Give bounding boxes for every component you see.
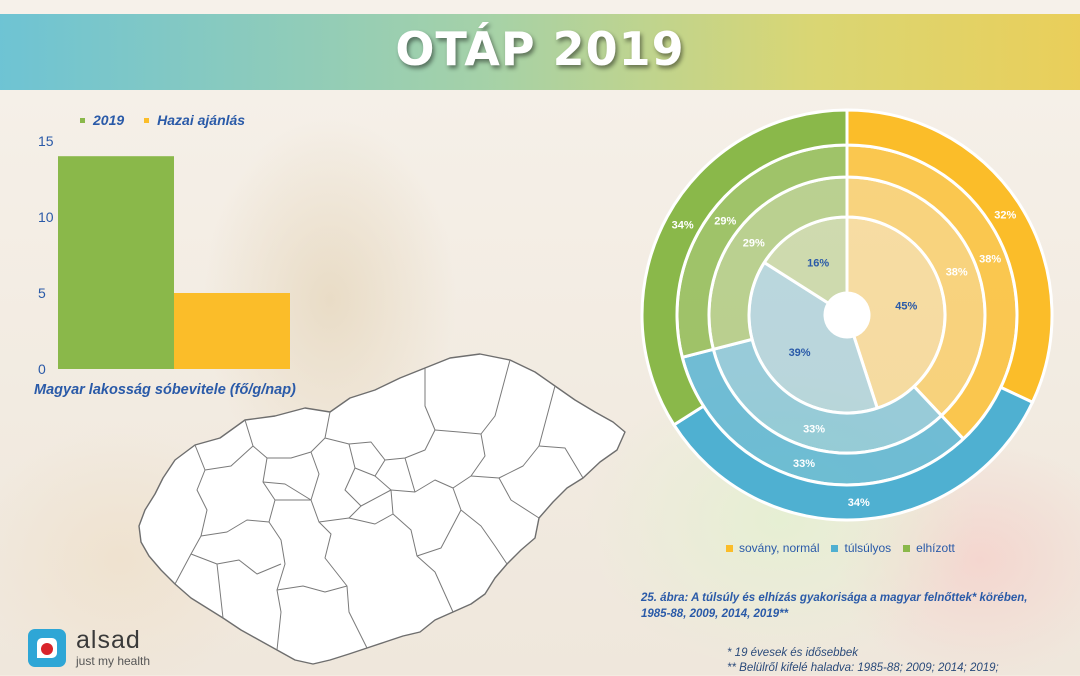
donut-label-2014-normal: 38%: [979, 253, 1001, 265]
legend-swatch-overweight: [831, 544, 839, 552]
legend-label-2019: 2019: [93, 112, 125, 128]
donut-slice-2019-obese: [640, 108, 849, 427]
donut-center-hole: [826, 294, 868, 336]
footnote-order: ** Belülről kifelé haladva: 1985-88; 200…: [727, 662, 999, 674]
bar-recommendation: [174, 293, 290, 369]
donut-label-2009-normal: 38%: [946, 267, 968, 279]
legend-label-normal: sovány, normál: [739, 541, 820, 555]
bar-chart-legend: 2019 Hazai ajánlás: [80, 112, 245, 128]
legend-swatch-normal: [726, 544, 733, 552]
legend-item-overweight: túlsúlyos: [831, 541, 891, 555]
page-title: OTÁP 2019: [395, 22, 685, 76]
bar-2019: [58, 156, 174, 369]
legend-label-overweight: túlsúlyos: [844, 541, 892, 555]
caption-line-1: 25. ábra: A túlsúly és elhízás gyakorisá…: [641, 592, 1028, 604]
donut-label-2009-obese: 29%: [743, 238, 765, 250]
donut-label-2019-normal: 32%: [994, 210, 1016, 222]
overweight-donut-chart: 45% 39% 16% 38% 33% 29% 38% 33% 29% 32% 34% 34%: [640, 108, 1054, 522]
donut-label-1985-88-normal: 45%: [895, 301, 917, 313]
y-tick-label: 15: [38, 133, 54, 149]
figure-caption: 25. ábra: A túlsúly és elhízás gyakorisá…: [641, 590, 1071, 622]
legend-swatch-obese: [903, 544, 911, 552]
legend-item-obese: elhízott: [903, 541, 955, 555]
donut-label-2019-obese: 34%: [672, 220, 694, 232]
legend-item-recommendation: Hazai ajánlás: [144, 112, 245, 128]
county-borders: [174, 359, 584, 651]
legend-swatch-2019: [80, 117, 85, 123]
legend-label-recommendation: Hazai ajánlás: [157, 112, 246, 128]
caption-line-2: 1985-88, 2009, 2014, 2019**: [641, 608, 789, 620]
y-tick-label: 0: [38, 361, 46, 375]
bar-chart-xlabel: Magyar lakosság sóbevitele (fő/g/nap): [34, 382, 296, 398]
brand-tagline: just my health: [76, 654, 151, 668]
y-tick-label: 10: [38, 209, 54, 225]
donut-label-2014-obese: 29%: [714, 216, 736, 228]
legend-swatch-recommendation: [144, 117, 150, 123]
apple-logo-icon: [28, 628, 66, 667]
brand-logo[interactable]: alsad just my health: [28, 628, 150, 667]
y-tick-label: 5: [38, 285, 46, 301]
hungary-map: [138, 353, 626, 665]
donut-label-1985-88-overweight: 39%: [789, 347, 811, 359]
legend-item-normal: sovány, normál: [726, 541, 819, 555]
footnote-age: * 19 évesek és idősebbek: [727, 647, 859, 659]
donut-label-2019-overweight: 34%: [848, 497, 870, 509]
hungary-outline: [138, 353, 626, 665]
legend-item-2019: 2019: [80, 112, 124, 128]
salt-intake-bar-chart: 0 5 10 15: [38, 133, 290, 375]
donut-label-2009-overweight: 33%: [803, 423, 825, 435]
donut-label-2014-overweight: 33%: [793, 458, 815, 470]
footnotes: * 19 évesek és idősebbek ** Belülről kif…: [727, 646, 1077, 676]
brand-name: alsad: [76, 626, 141, 654]
title-band: [0, 14, 1080, 90]
donut-label-1985-88-obese: 16%: [807, 257, 829, 269]
donut-legend: sovány, normál túlsúlyos elhízott: [726, 541, 955, 555]
legend-label-obese: elhízott: [916, 541, 955, 555]
